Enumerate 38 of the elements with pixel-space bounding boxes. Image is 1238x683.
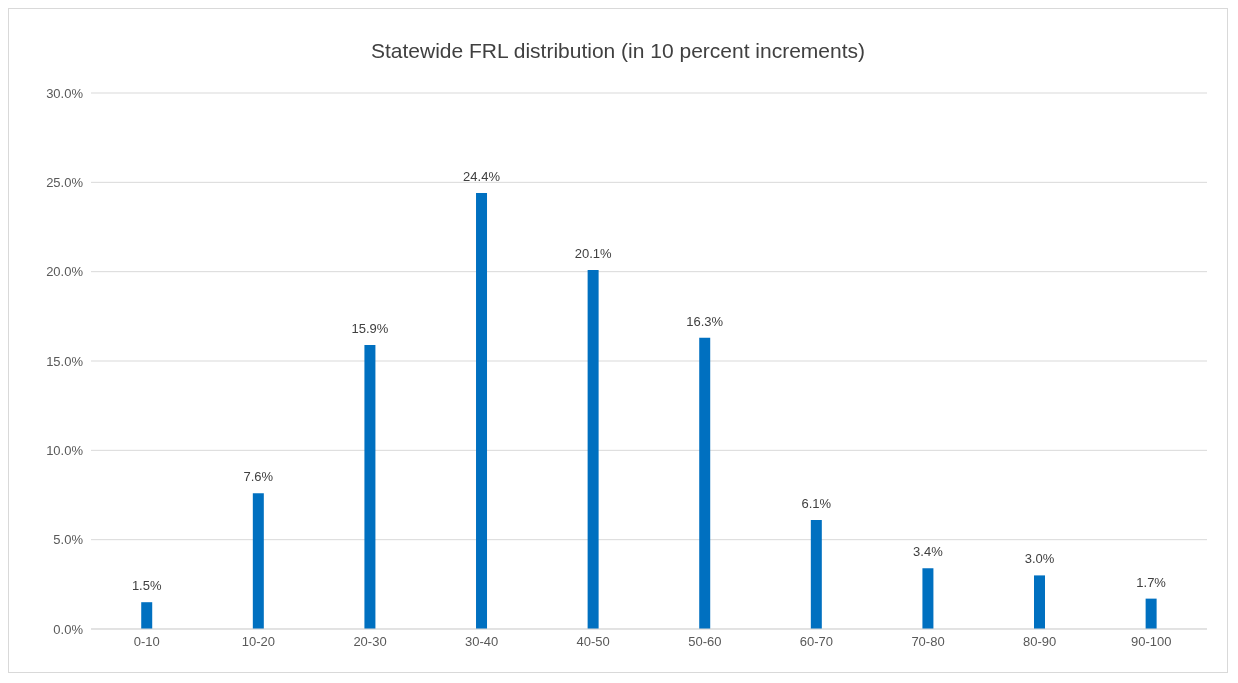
data-label: 15.9%	[351, 320, 389, 336]
x-tick-label: 10-20	[241, 634, 276, 650]
bar	[699, 337, 711, 629]
data-label: 24.4%	[463, 169, 501, 185]
x-tick-label: 0-10	[133, 634, 160, 650]
bar	[810, 520, 822, 629]
x-tick-label: 70-80	[911, 634, 945, 650]
y-tick-label: 25.0%	[46, 174, 84, 190]
data-label: 3.4%	[913, 544, 944, 560]
bar	[1145, 598, 1157, 629]
y-tick-label: 10.0%	[46, 442, 84, 458]
bar	[1034, 575, 1046, 629]
y-tick-label: 20.0%	[46, 264, 84, 280]
y-tick-label: 15.0%	[46, 353, 84, 369]
bar	[476, 193, 488, 629]
y-tick-label: 5.0%	[53, 532, 84, 548]
data-label: 20.1%	[574, 245, 612, 261]
data-label: 1.7%	[1136, 574, 1167, 590]
x-tick-label: 50-60	[688, 634, 722, 650]
bar	[922, 568, 934, 629]
x-tick-label: 60-70	[799, 634, 834, 650]
bar	[252, 493, 264, 629]
x-tick-label: 30-40	[464, 634, 499, 650]
data-label: 7.6%	[243, 469, 274, 485]
data-label: 3.0%	[1024, 551, 1055, 567]
x-tick-label: 80-90	[1022, 634, 1057, 650]
x-tick-label: 90-100	[1130, 634, 1172, 650]
bar	[587, 269, 599, 629]
y-tick-label: 0.0%	[53, 621, 84, 637]
data-label: 16.3%	[686, 313, 724, 329]
chart-title: Statewide FRL distribution (in 10 percent increments)	[369, 38, 867, 64]
x-tick-label: 40-50	[576, 634, 610, 650]
data-label: 1.5%	[131, 578, 162, 594]
y-tick-label: 30.0%	[46, 85, 84, 101]
x-tick-label: 20-30	[353, 634, 387, 650]
data-label: 6.1%	[801, 496, 832, 512]
bar	[141, 602, 153, 629]
bar	[364, 344, 376, 629]
